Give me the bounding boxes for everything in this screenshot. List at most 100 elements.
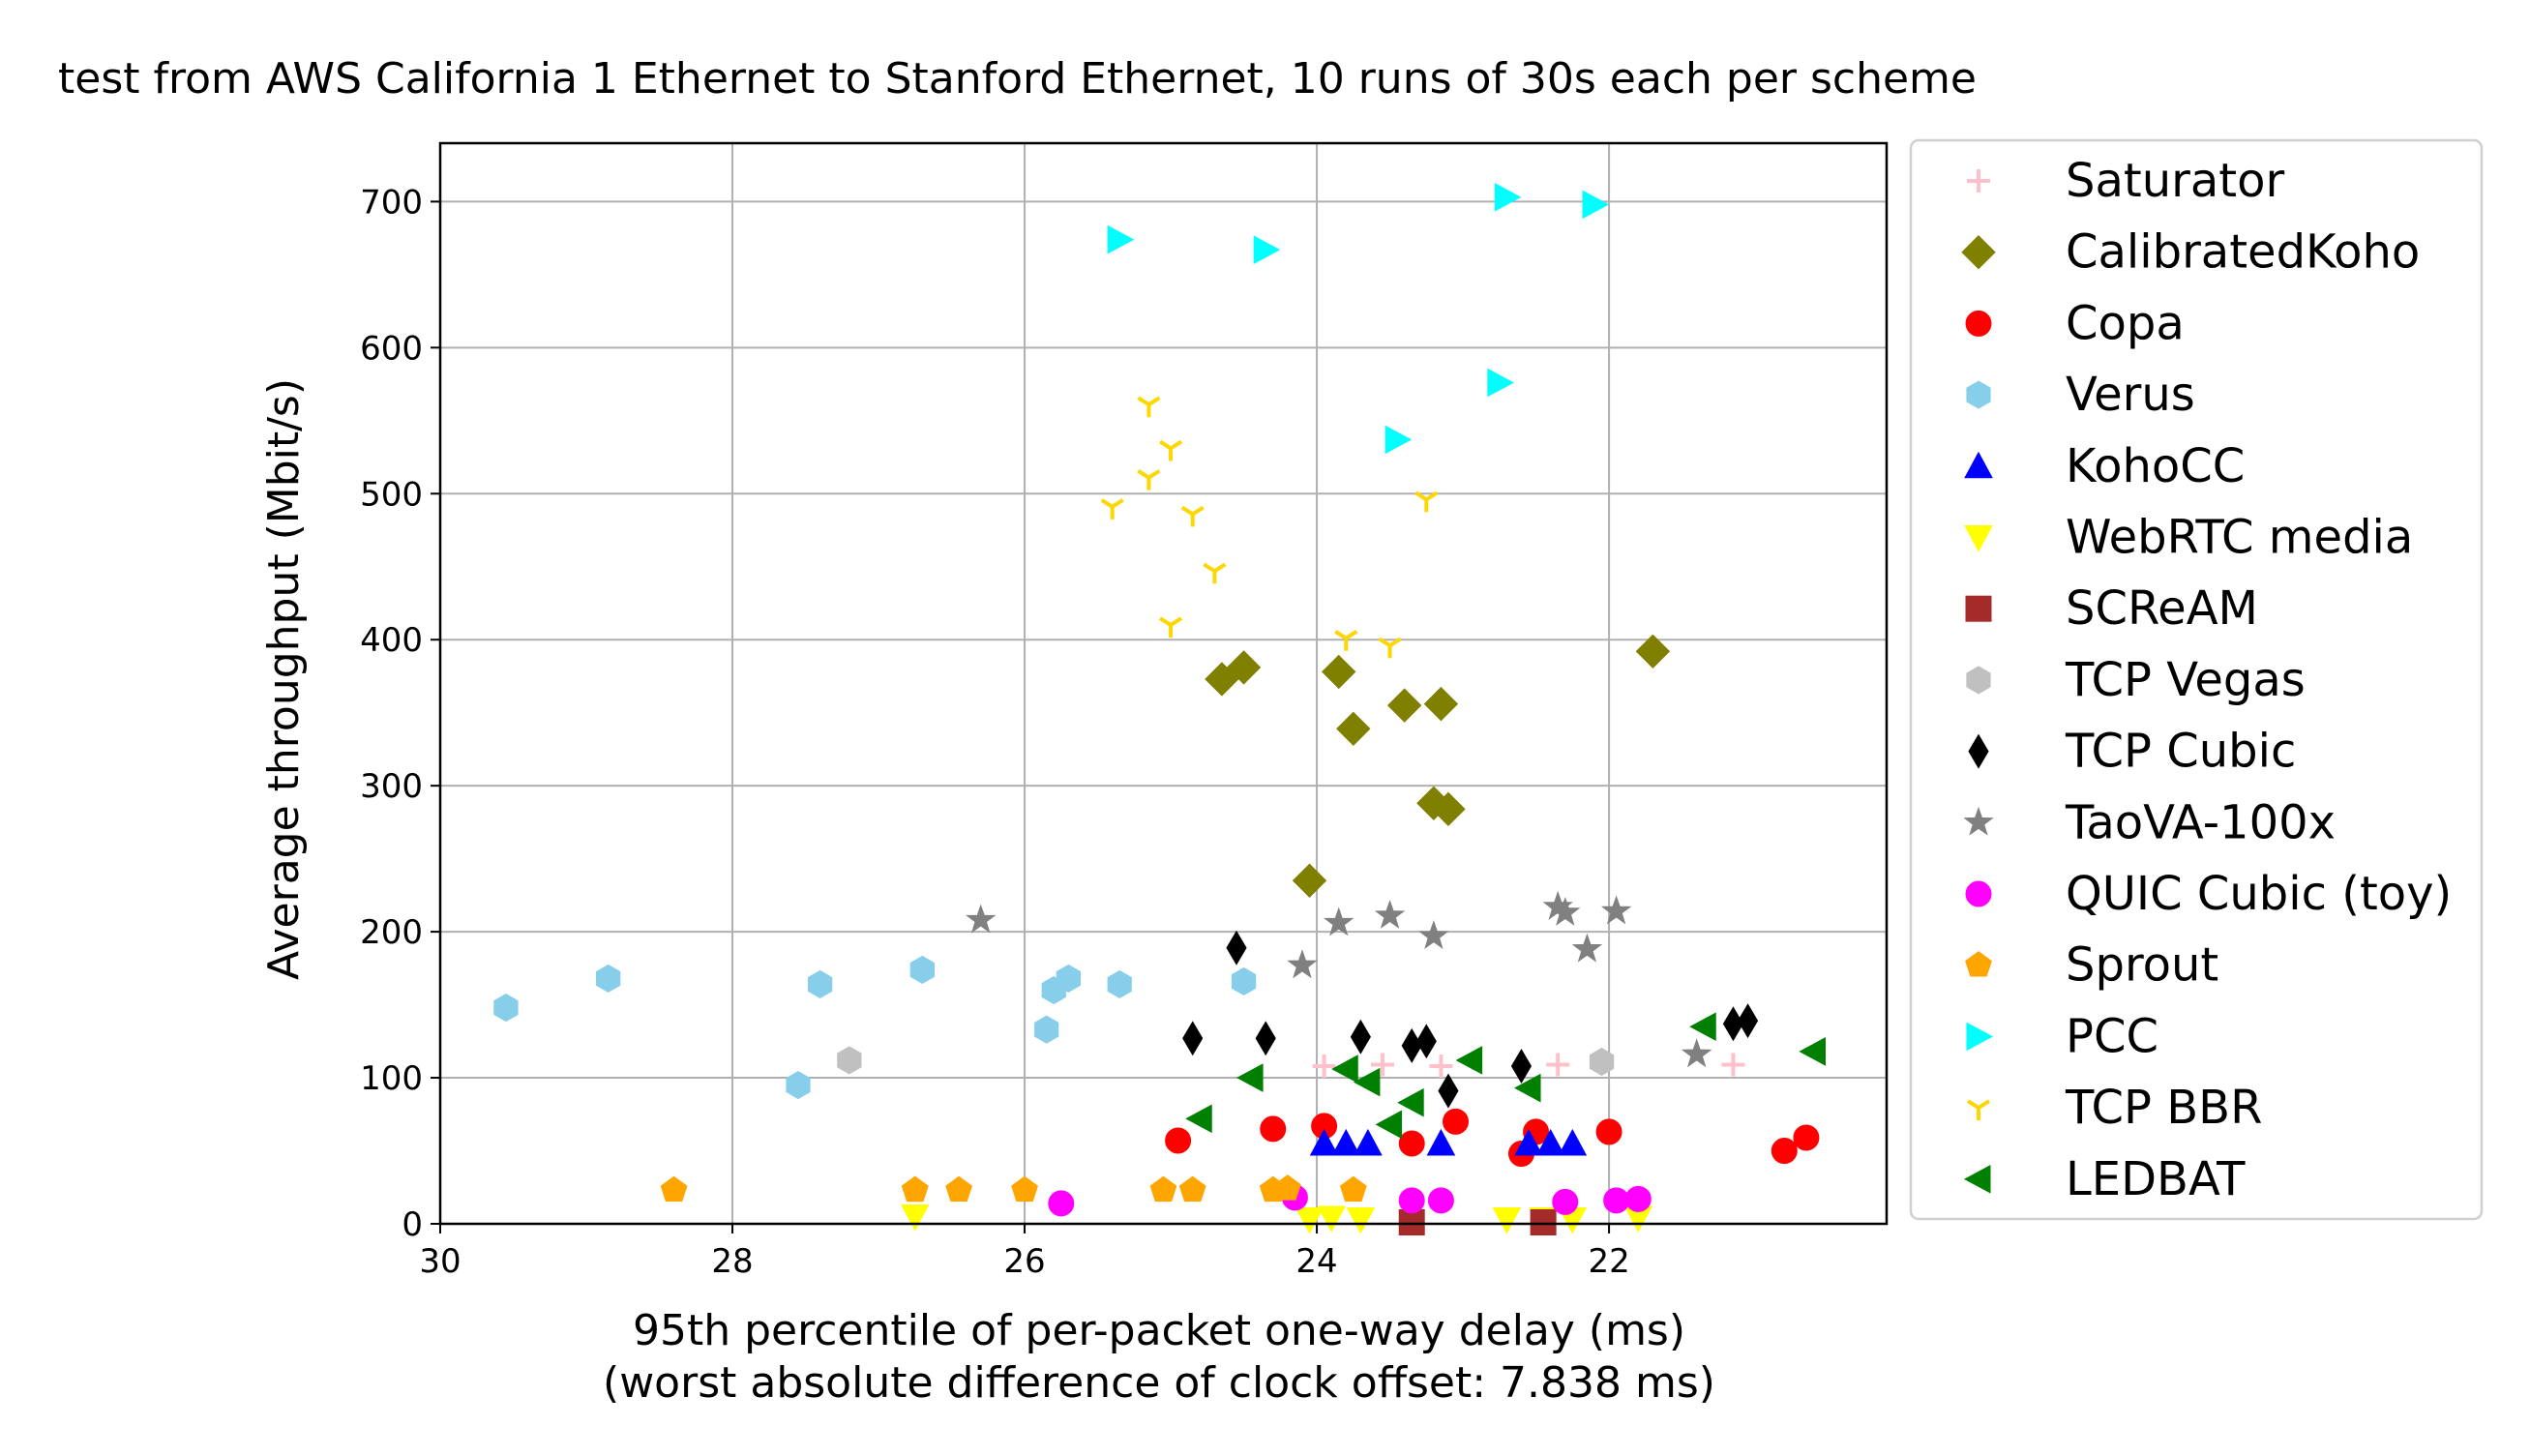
y-tick-label: 100 <box>360 1059 423 1098</box>
y-tick-label: 500 <box>360 475 423 514</box>
series-tcp-bbr <box>1100 396 1439 659</box>
legend-marker <box>1966 380 1991 409</box>
data-point <box>1552 1188 1579 1215</box>
data-point <box>1149 1175 1177 1203</box>
data-point <box>1236 1063 1264 1092</box>
legend-label: KohoCC <box>2066 439 2245 493</box>
data-point <box>1292 863 1327 898</box>
data-point <box>1253 235 1281 265</box>
data-point <box>1415 1024 1437 1059</box>
series-tcp-cubic <box>1182 930 1759 1109</box>
series-taova-100x <box>966 890 1712 1068</box>
legend-label: TCP Vegas <box>2065 653 2306 707</box>
legend-item-copa: Copa <box>1965 296 2185 350</box>
legend-box <box>1909 138 2484 1221</box>
data-point <box>1107 224 1135 254</box>
legend-item-kohocc: KohoCC <box>1964 439 2245 493</box>
data-point <box>1771 1138 1798 1165</box>
data-point <box>1378 637 1402 659</box>
data-point <box>1048 1190 1075 1217</box>
data-point <box>1334 630 1358 651</box>
legend-label: QUIC Cubic (toy) <box>2066 867 2452 921</box>
data-point <box>1582 190 1610 220</box>
data-point <box>1589 1047 1615 1077</box>
data-point <box>1374 899 1406 929</box>
series-copa <box>1165 1108 1820 1168</box>
data-point <box>493 994 519 1023</box>
legend-marker <box>1964 525 1993 552</box>
legend-item-calibratedkoho: CalibratedKoho <box>1961 225 2420 280</box>
legend-label: LEDBAT <box>2066 1152 2246 1206</box>
data-point <box>1603 1187 1630 1214</box>
series-kohocc <box>1309 1128 1588 1156</box>
series-tcp-vegas <box>837 1046 1615 1077</box>
data-point <box>1354 1128 1383 1156</box>
data-point <box>1107 969 1132 998</box>
data-point <box>1375 1110 1403 1140</box>
data-point <box>1455 1046 1483 1075</box>
data-point <box>1034 1015 1059 1044</box>
data-point <box>1681 1038 1712 1068</box>
data-point <box>1182 1021 1204 1056</box>
data-point <box>1350 1019 1371 1055</box>
series-scream <box>1398 1208 1557 1235</box>
y-tick-label: 300 <box>360 767 423 806</box>
data-point <box>1487 368 1514 398</box>
legend-label: Verus <box>2066 368 2195 422</box>
data-point <box>1226 930 1247 966</box>
data-point <box>1546 1053 1570 1077</box>
y-tick-label: 400 <box>360 621 423 660</box>
data-point <box>660 1175 688 1203</box>
legend-label: CalibratedKoho <box>2066 225 2420 280</box>
data-point <box>901 1175 929 1203</box>
legend-marker <box>1966 1099 1991 1121</box>
data-point <box>1331 1128 1361 1156</box>
y-axis-ticks: 0 100 200 300 400 500 600 700 <box>360 183 440 1244</box>
data-points <box>493 183 1826 1235</box>
series-verus <box>493 955 1257 1100</box>
data-point <box>945 1175 972 1203</box>
data-point <box>1185 1104 1212 1134</box>
data-point <box>808 969 833 998</box>
data-point <box>1273 1174 1301 1201</box>
legend-marker <box>1966 1022 1994 1052</box>
x-axis-label-secondary: (worst absolute difference of clock offs… <box>603 1358 1715 1408</box>
data-point <box>1530 1208 1557 1235</box>
series-saturator <box>1312 1053 1745 1078</box>
data-point <box>1317 1205 1346 1233</box>
legend-label: WebRTC media <box>2066 511 2413 565</box>
data-point <box>1414 490 1439 513</box>
x-axis-ticks: 30 28 26 24 22 <box>419 1224 1630 1281</box>
data-point <box>1158 439 1183 461</box>
data-point <box>1721 1053 1745 1077</box>
legend-label: TCP BBR <box>2065 1081 2262 1135</box>
data-point <box>1689 1012 1716 1042</box>
data-point <box>1203 562 1227 584</box>
data-point <box>909 955 935 984</box>
data-point <box>1418 920 1449 950</box>
x-axis-label: 95th percentile of per-packet one-way de… <box>633 1306 1685 1355</box>
data-point <box>1137 396 1161 418</box>
data-point <box>1323 906 1354 936</box>
plot-frame <box>438 141 1889 1226</box>
legend-marker <box>1964 451 1993 479</box>
data-point <box>1398 1130 1425 1157</box>
legend-label: PCC <box>2066 1009 2158 1063</box>
legend-marker <box>1965 951 1992 977</box>
y-tick-label: 700 <box>360 183 423 222</box>
legend-marker <box>1961 234 1996 270</box>
legend-item-taova-100x: TaoVA-100x <box>1963 795 2336 849</box>
data-point <box>1423 686 1459 722</box>
data-point <box>1322 654 1356 690</box>
legend-item-tcp-cubic: TCP Cubic <box>1968 725 2296 779</box>
data-point <box>1231 966 1257 995</box>
data-point <box>1429 1054 1453 1078</box>
data-point <box>1353 1067 1381 1097</box>
data-point <box>1438 1073 1459 1109</box>
legend-item-scream: SCReAM <box>1965 581 2258 636</box>
legend-item-verus: Verus <box>1966 368 2195 422</box>
data-point <box>1635 634 1671 669</box>
legend-label: Copa <box>2066 296 2185 350</box>
data-point <box>1737 1003 1759 1039</box>
data-point <box>1600 895 1632 925</box>
